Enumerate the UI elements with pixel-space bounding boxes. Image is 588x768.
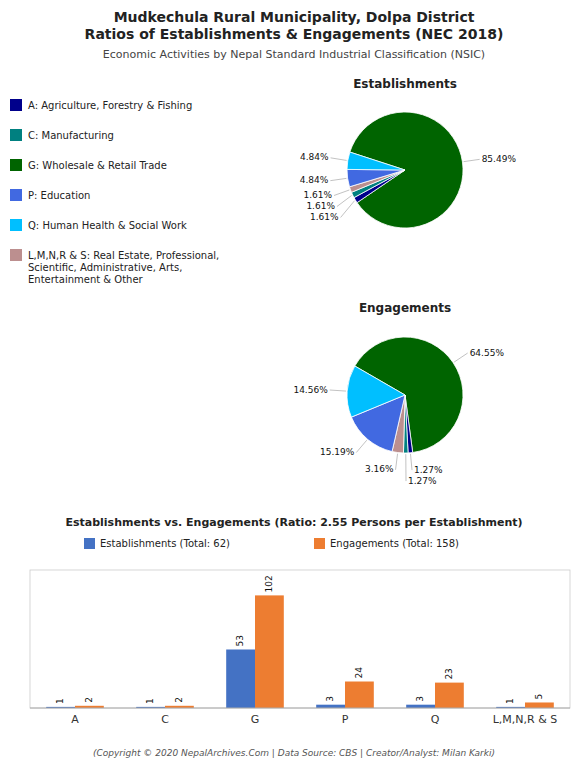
text-line: Q: Human Health & Social Work — [28, 220, 187, 231]
legend-entry: L,M,N,R & S: Real Estate, Professional,S… — [28, 250, 219, 285]
leader-line — [405, 454, 406, 481]
chart-root: Mudkechula Rural Municipality, Dolpa Dis… — [0, 0, 588, 768]
leader-line — [464, 159, 480, 161]
text-line: Mudkechula Rural Municipality, Dolpa Dis… — [114, 9, 475, 25]
bar-title: Establishments vs. Engagements (Ratio: 2… — [65, 516, 522, 529]
data-label: 2 — [84, 697, 94, 703]
data-label: 1 — [145, 698, 155, 704]
title: Mudkechula Rural Municipality, Dolpa Dis… — [85, 9, 504, 42]
x-tick-label: C — [161, 713, 169, 726]
data-label: 1.27% — [414, 465, 443, 475]
leader-line — [341, 201, 355, 218]
text-line: A: Agriculture, Forestry & Fishing — [28, 100, 192, 111]
pie-title: Establishments — [353, 77, 457, 91]
data-label: 1 — [505, 698, 515, 704]
leader-line — [337, 196, 352, 207]
pie-chart: Establishments85.49%1.61%1.61%1.61%4.84%… — [300, 77, 517, 228]
data-label: 1 — [55, 698, 65, 704]
legend-entry: G: Wholesale & Retail Trade — [28, 160, 167, 171]
footer: (Copyright © 2020 NepalArchives.Com | Da… — [93, 748, 495, 758]
text-line: G: Wholesale & Retail Trade — [28, 160, 167, 171]
data-label: 1.61% — [310, 212, 339, 222]
x-tick-label: P — [342, 713, 349, 726]
x-tick-label: A — [71, 713, 79, 726]
plot-frame — [30, 570, 570, 708]
leader-line — [334, 190, 349, 195]
data-label: 4.84% — [300, 152, 329, 162]
data-label: 102 — [264, 575, 274, 592]
data-label: 1.27% — [408, 476, 437, 486]
legend-entry: P: Education — [28, 190, 90, 201]
x-tick-label: L,M,N,R & S — [493, 713, 558, 726]
data-label: 2 — [174, 697, 184, 703]
bars — [46, 595, 554, 708]
legend-swatch — [10, 129, 22, 141]
data-label: 24 — [354, 667, 364, 679]
data-label: 4.84% — [300, 175, 329, 185]
leader-line — [356, 440, 366, 452]
data-labels: 1 1 53 3 3 1 2 2 102 24 23 5 — [55, 575, 544, 704]
legend-entry: Q: Human Health & Social Work — [28, 220, 187, 231]
text-line: Scientific, Administrative, Arts, — [28, 262, 182, 273]
text-line: P: Education — [28, 190, 90, 201]
data-label: 3 — [415, 696, 425, 702]
x-tick-label: G — [251, 713, 260, 726]
leader-line — [331, 158, 347, 161]
legend-swatch — [10, 219, 22, 231]
pie-slice — [347, 152, 405, 170]
pie-chart: Engagements 64.55% 1.27%1.27% 3.16% 15.19% 14… — [293, 301, 504, 486]
data-label: 53 — [235, 635, 245, 646]
data-label: 14.56% — [293, 385, 328, 395]
legend-entry: Establishments (Total: 62) — [100, 538, 230, 549]
x-tick-label: Q — [431, 713, 440, 726]
legend-swatch — [10, 249, 22, 261]
data-label: 1.61% — [306, 201, 335, 211]
pie-title: Engagements — [359, 301, 451, 315]
text-line: C: Manufacturing — [28, 130, 114, 141]
legend-entry: C: Manufacturing — [28, 130, 114, 141]
bar-chart: Establishments vs. Engagements (Ratio: 2… — [30, 516, 570, 726]
legend-entry: A: Agriculture, Forestry & Fishing — [28, 100, 192, 111]
text-line: L,M,N,R & S: Real Estate, Professional, — [28, 250, 219, 261]
data-label: 3.16% — [365, 464, 394, 474]
data-label: 23 — [444, 668, 454, 679]
legend-swatch — [10, 99, 22, 111]
leader-line — [396, 454, 398, 470]
leader-line — [454, 353, 467, 362]
legend-swatch — [314, 538, 325, 549]
legend: A: Agriculture, Forestry & Fishing C: Man… — [10, 99, 219, 285]
data-label: 5 — [534, 694, 544, 700]
data-label: 64.55% — [470, 348, 505, 358]
data-label: 15.19% — [320, 447, 355, 457]
bar — [435, 683, 464, 708]
bar — [255, 595, 284, 708]
text-line: Entertainment & Other — [28, 274, 144, 285]
bar — [525, 702, 554, 708]
legend-entry: Engagements (Total: 158) — [330, 538, 459, 549]
legend-swatch — [10, 159, 22, 171]
leader-line — [330, 178, 346, 180]
data-label: 3 — [325, 696, 335, 702]
leader-line — [410, 454, 412, 470]
bar — [226, 649, 255, 708]
bar — [345, 682, 374, 708]
pie-slice — [347, 366, 405, 417]
leader-line — [330, 390, 346, 391]
text-line: Ratios of Establishments & Engagements (… — [85, 26, 504, 42]
bar-legend: Establishments (Total: 62) Engagements (T… — [84, 538, 459, 549]
x-axis-line — [30, 708, 570, 709]
subtitle: Economic Activities by Nepal Standard In… — [103, 48, 485, 61]
legend-swatch — [10, 189, 22, 201]
legend-swatch — [84, 538, 95, 549]
pie-slice — [347, 169, 405, 186]
background — [0, 0, 588, 768]
data-label: 1.61% — [303, 190, 332, 200]
data-label: 85.49% — [482, 154, 517, 164]
